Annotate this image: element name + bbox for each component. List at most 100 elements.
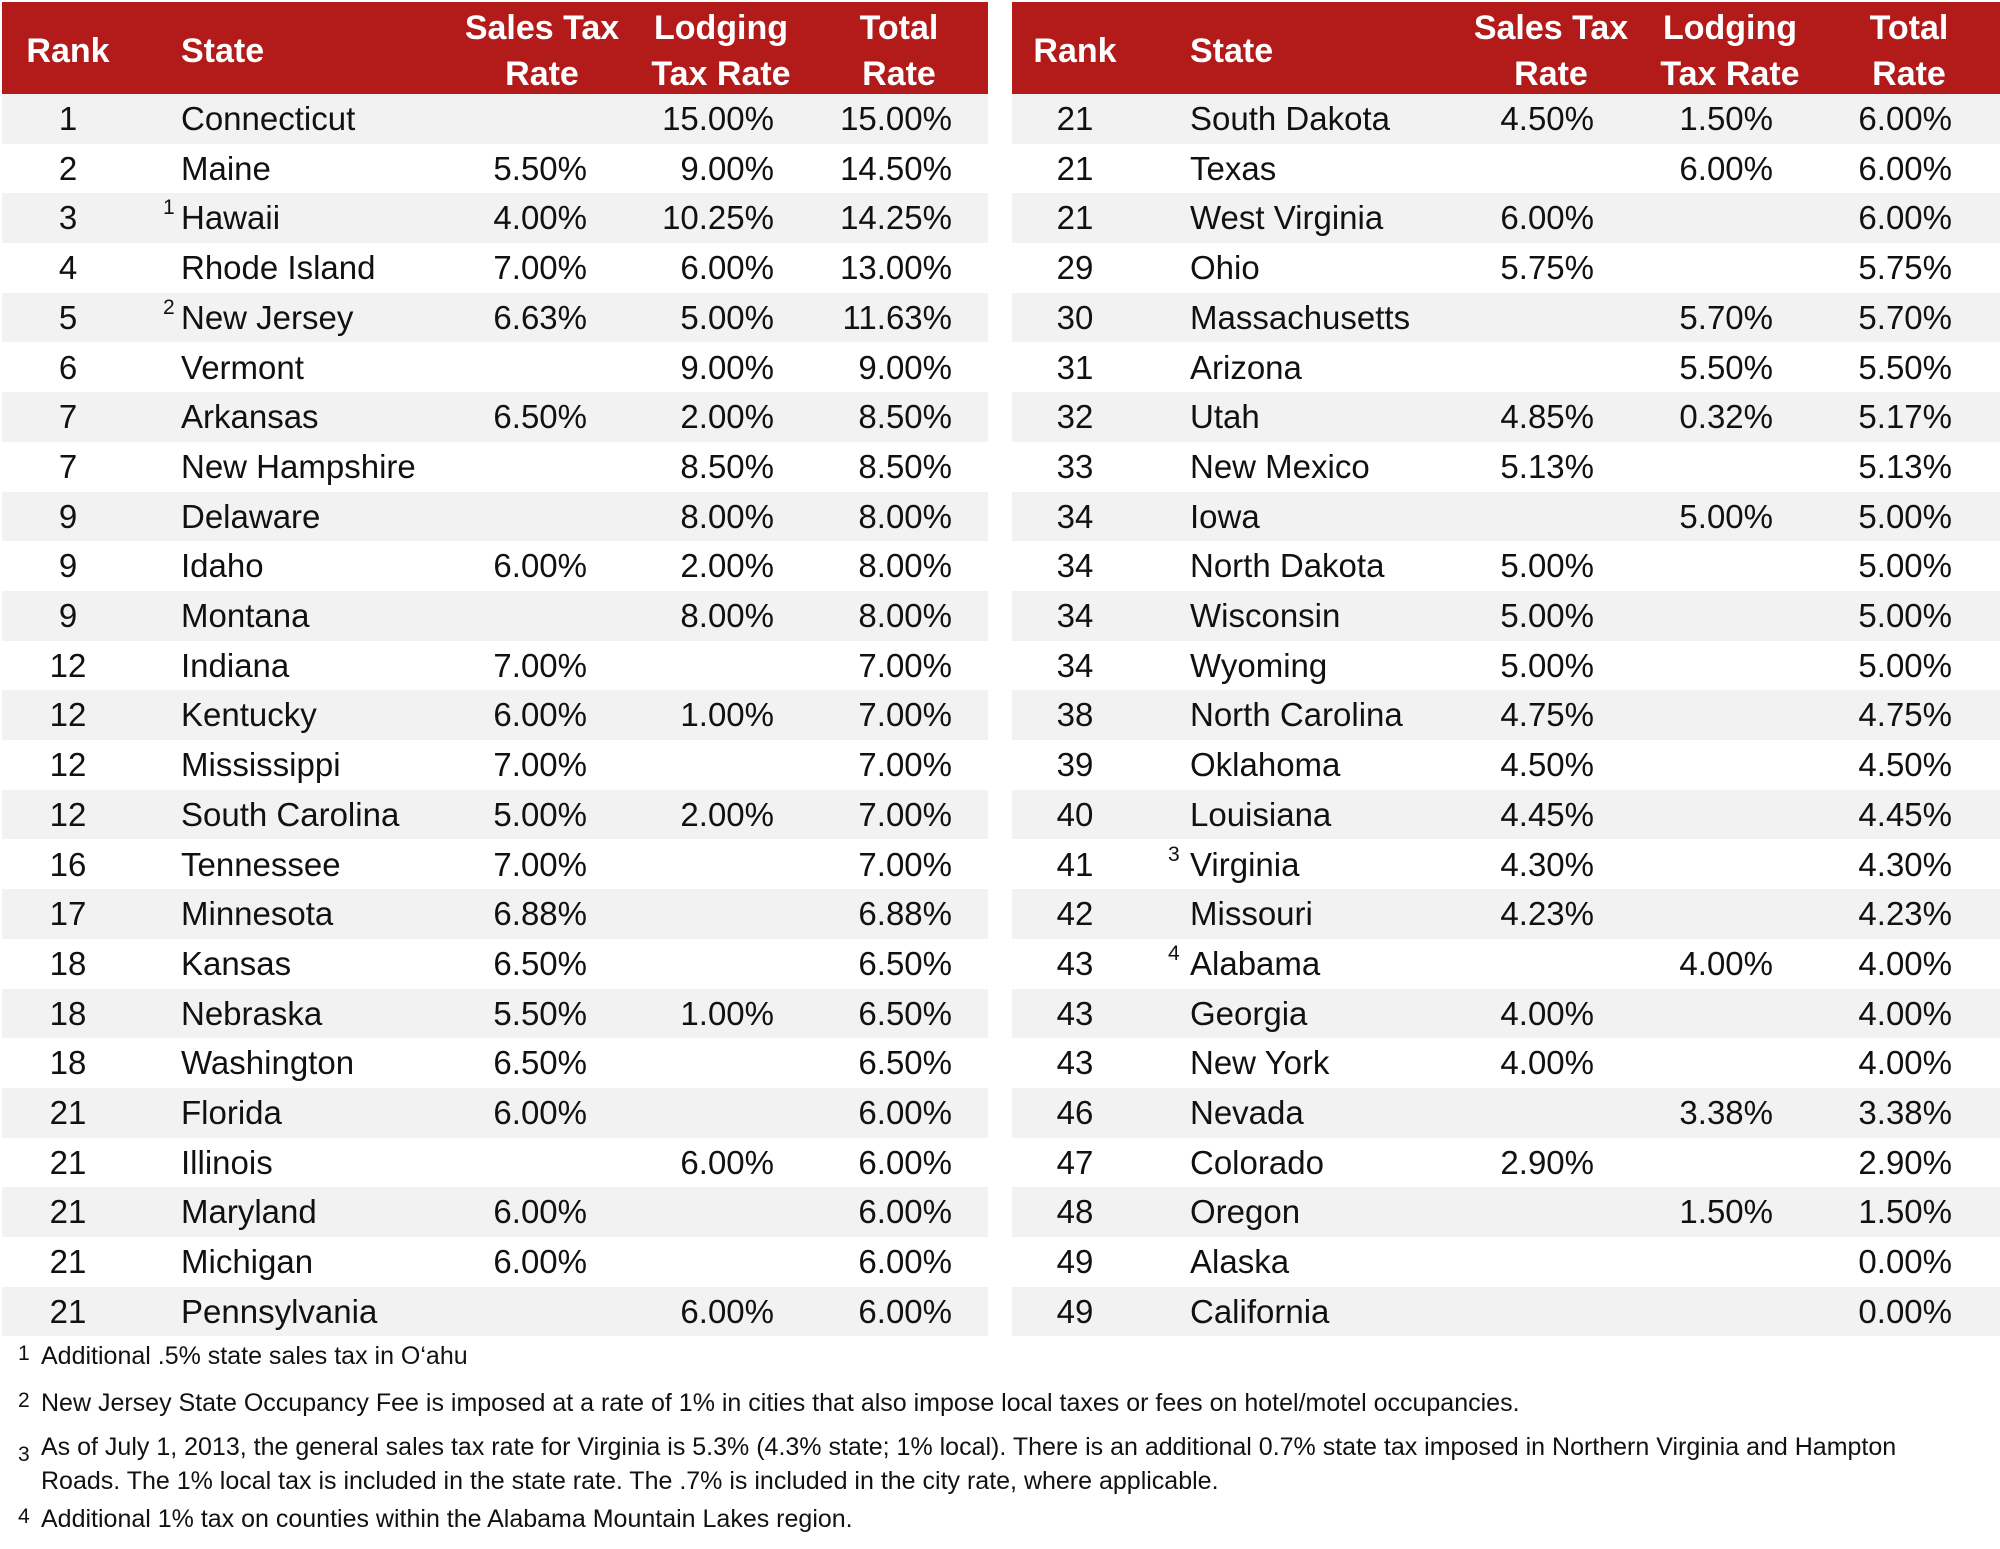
total-cell: 11.63%	[842, 298, 952, 336]
lodging-cell: 2.00%	[680, 398, 774, 436]
total-cell: 4.50%	[1858, 746, 1952, 784]
total-cell: 7.00%	[858, 746, 952, 784]
total-cell: 7.00%	[858, 795, 952, 833]
sales-cell: 6.88%	[493, 895, 587, 933]
rank-cell: 4	[58, 249, 78, 287]
footnote-mark: 1	[163, 196, 175, 220]
sales-cell: 5.00%	[493, 795, 587, 833]
state-cell: New Hampshire	[181, 447, 416, 485]
sales-cell: 5.00%	[1500, 547, 1594, 585]
rank-cell: 21	[49, 1292, 87, 1330]
header-cell: Lodging	[1662, 9, 1798, 47]
state-cell: Connecticut	[181, 100, 356, 137]
total-cell: 9.00%	[858, 348, 952, 386]
state-cell: Texas	[1190, 149, 1277, 187]
table-row	[2, 988, 988, 1039]
state-cell: Montana	[181, 597, 310, 634]
state-cell: North Dakota	[1190, 547, 1385, 585]
state-cell: New Jersey	[181, 298, 354, 336]
rank-cell: 12	[49, 696, 87, 734]
lodging-cell: 5.00%	[680, 298, 774, 336]
rank-cell: 3	[58, 199, 78, 237]
rank-cell: 6	[58, 348, 78, 386]
table-row	[2, 1088, 988, 1138]
sales-cell: 6.00%	[493, 1193, 587, 1231]
sales-cell: 5.13%	[1500, 447, 1594, 485]
footnote-number: 2	[18, 1389, 30, 1412]
table-row	[2, 1187, 988, 1238]
sales-cell: 4.30%	[1500, 845, 1594, 883]
state-cell: Minnesota	[181, 895, 334, 933]
state-cell: Hawaii	[181, 199, 281, 237]
rank-cell: 29	[1056, 249, 1094, 287]
total-cell: 4.00%	[1858, 944, 1952, 982]
table-row	[1012, 591, 2000, 641]
rank-cell: 21	[49, 1193, 87, 1231]
sales-cell: 6.00%	[493, 1094, 587, 1131]
total-cell: 6.00%	[858, 1243, 952, 1281]
table-header	[2, 2, 988, 94]
total-cell: 0.00%	[1858, 1243, 1952, 1281]
table-row	[1012, 1137, 2000, 1188]
table-row	[1012, 193, 2000, 244]
rank-cell: 21	[49, 1243, 87, 1281]
lodging-cell: 9.00%	[680, 348, 774, 386]
total-cell: 5.00%	[1858, 646, 1952, 684]
state-cell: South Carolina	[181, 795, 400, 833]
rank-cell: 46	[1056, 1094, 1094, 1131]
table-row	[1012, 441, 2000, 492]
total-cell: 6.00%	[858, 1193, 952, 1231]
rank-cell: 2	[58, 149, 78, 187]
table-row	[1012, 342, 2000, 393]
state-cell: Indiana	[181, 646, 290, 684]
table-header	[1012, 2, 2000, 94]
state-cell: Louisiana	[1190, 795, 1332, 833]
lodging-cell: 6.00%	[680, 1292, 774, 1330]
state-cell: Oregon	[1190, 1193, 1301, 1231]
table-row	[2, 640, 988, 691]
header-cell: State	[1190, 32, 1274, 70]
sales-cell: 6.50%	[493, 944, 587, 982]
table-row	[1012, 1088, 2000, 1138]
sales-cell: 6.63%	[493, 298, 587, 336]
lodging-cell: 10.25%	[662, 199, 774, 237]
state-cell: Iowa	[1190, 497, 1260, 535]
rank-cell: 33	[1056, 447, 1094, 485]
total-cell: 4.23%	[1858, 895, 1952, 933]
rank-cell: 21	[1056, 149, 1094, 187]
lodging-cell: 6.00%	[680, 1143, 774, 1181]
sales-cell: 4.00%	[493, 199, 587, 237]
total-cell: 8.50%	[858, 398, 952, 436]
footnote-number: 1	[18, 1342, 30, 1365]
total-cell: 4.00%	[1858, 1044, 1952, 1082]
footnote-text: As of July 1, 2013, the general sales ta…	[41, 1433, 1897, 1495]
table-row	[1012, 243, 2000, 293]
table-row	[1012, 541, 2000, 591]
total-cell: 5.70%	[1858, 298, 1952, 336]
state-cell: Wyoming	[1190, 646, 1328, 684]
rank-cell: 18	[49, 994, 87, 1032]
lodging-cell: 6.00%	[1679, 149, 1773, 187]
sales-cell: 2.90%	[1500, 1143, 1594, 1181]
table-row	[2, 143, 988, 194]
rank-cell: 41	[1056, 845, 1094, 883]
state-cell: Wisconsin	[1190, 597, 1341, 634]
rank-cell: 40	[1056, 795, 1094, 833]
state-cell: Kansas	[181, 944, 292, 982]
footnote-mark: 2	[163, 295, 175, 319]
sales-cell: 4.75%	[1500, 696, 1594, 734]
table-row	[2, 1286, 988, 1337]
rank-cell: 42	[1056, 895, 1094, 933]
rank-cell: 34	[1056, 597, 1094, 634]
state-cell: Arizona	[1190, 348, 1302, 386]
table-row	[1012, 292, 2000, 343]
rank-cell: 12	[49, 746, 87, 784]
header-cell: Lodging	[653, 9, 789, 47]
total-cell: 5.00%	[1858, 497, 1952, 535]
rank-cell: 21	[1056, 100, 1094, 137]
total-cell: 1.50%	[1858, 1193, 1952, 1231]
state-cell: Rhode Island	[181, 249, 376, 287]
header-cell: Rate	[1872, 55, 1946, 93]
rank-cell: 34	[1056, 646, 1094, 684]
